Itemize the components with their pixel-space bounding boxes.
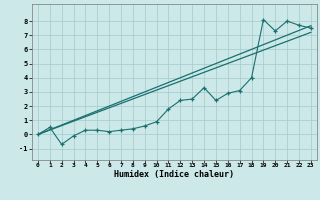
X-axis label: Humidex (Indice chaleur): Humidex (Indice chaleur) — [115, 170, 234, 179]
